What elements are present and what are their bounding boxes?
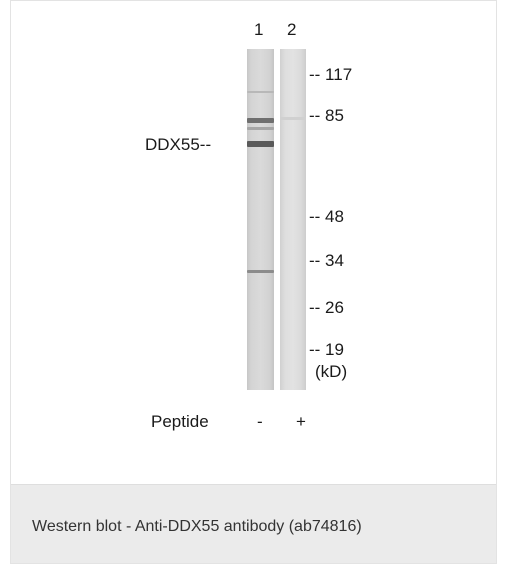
marker-117: -- 117 (309, 65, 353, 84)
marker-85: -- 85 (309, 106, 344, 125)
faint-band (280, 117, 306, 120)
ddx55-band (247, 141, 274, 147)
lane-1-peptide: - (257, 412, 263, 431)
target-label: DDX55-- (145, 135, 212, 154)
figure-caption: Western blot - Anti-DDX55 antibody (ab74… (32, 518, 362, 535)
blot-lane-1 (247, 49, 274, 390)
minor-band (247, 127, 274, 130)
figure-card: 1 2 -- 117 -- 85 -- 48 -- 34 -- 26 -- 19… (10, 0, 497, 564)
lane-1-number: 1 (254, 20, 264, 39)
upper-band (247, 118, 274, 123)
caption-bar: Western blot - Anti-DDX55 antibody (ab74… (11, 484, 496, 563)
marker-19: -- 19 (309, 340, 344, 359)
lower-band (247, 270, 274, 273)
lane-2-number: 2 (287, 20, 297, 39)
marker-48: -- 48 (309, 207, 344, 226)
peptide-label: Peptide (151, 412, 209, 431)
unit-label: (kD) (315, 362, 348, 381)
faint-band (247, 91, 274, 93)
blot-lane-2 (280, 49, 306, 390)
western-blot-image: 1 2 -- 117 -- 85 -- 48 -- 34 -- 26 -- 19… (11, 1, 496, 484)
lane-2-peptide: + (296, 412, 306, 431)
marker-34: -- 34 (309, 251, 344, 270)
marker-26: -- 26 (309, 298, 344, 317)
